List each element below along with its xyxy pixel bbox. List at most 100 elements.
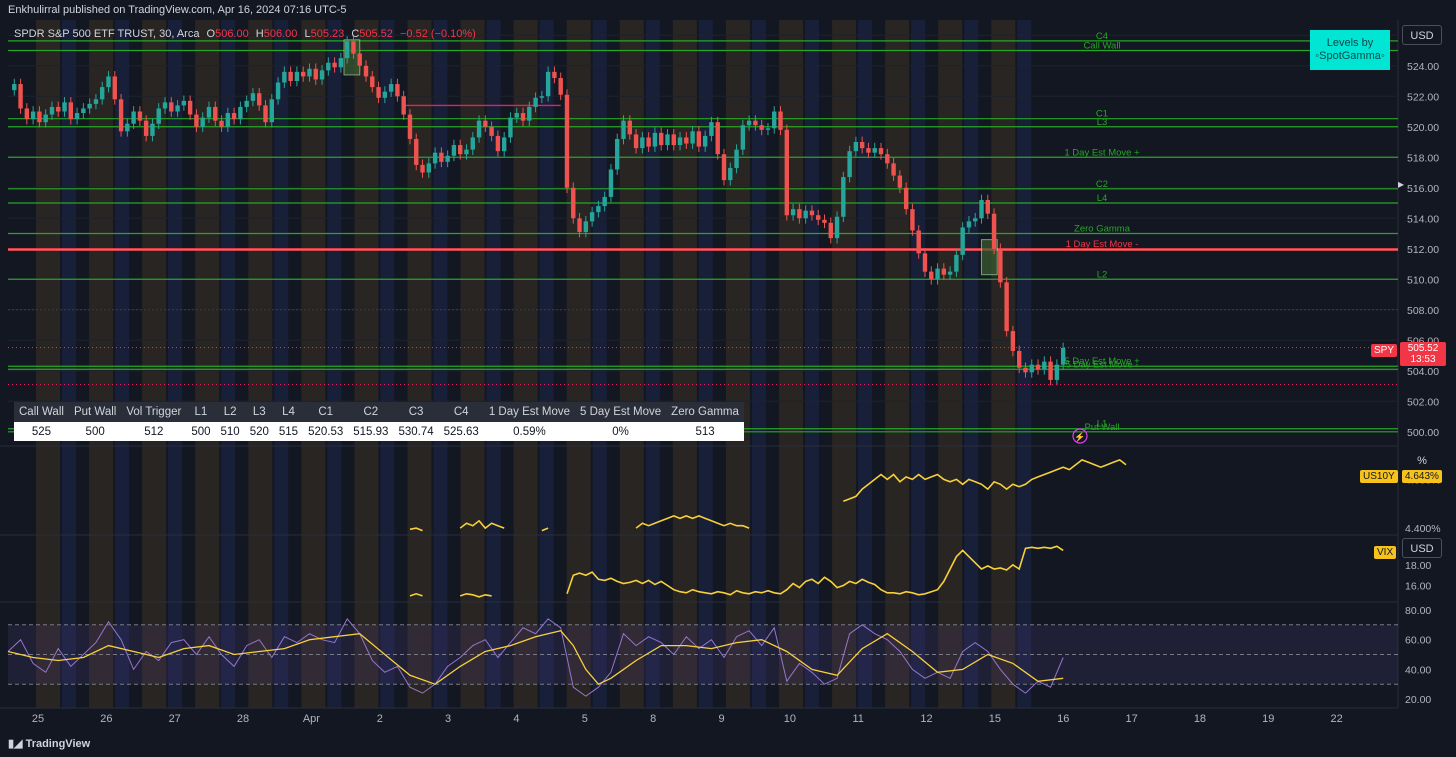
candle-body xyxy=(187,100,193,115)
candle-body xyxy=(213,106,218,121)
spotgamma-badge[interactable]: Levels by ◦SpotGamma◦ xyxy=(1310,30,1390,70)
table-header-cell: Call Wall xyxy=(14,402,69,422)
premarket-band xyxy=(1017,20,1032,708)
candle-body xyxy=(464,149,469,155)
publish-info: Enkhulirral published on TradingView.com… xyxy=(8,4,347,16)
level-label: L3 xyxy=(1097,117,1108,128)
time-axis-label: 4 xyxy=(513,713,519,725)
table-value-cell: 520.53 xyxy=(303,422,349,441)
candle-body xyxy=(143,120,149,136)
candle-body xyxy=(439,152,444,162)
level-label: C4 xyxy=(1096,31,1108,42)
table-header-cell: L4 xyxy=(273,402,304,422)
time-axis-label: 22 xyxy=(1331,713,1343,725)
candle-body xyxy=(137,111,143,121)
candle-body xyxy=(973,218,978,222)
candle-body xyxy=(929,271,934,280)
candle-body xyxy=(922,253,928,272)
candle-body xyxy=(514,113,519,118)
level-label: 5 Day Est Move + xyxy=(1064,356,1140,367)
session-band xyxy=(36,20,60,708)
candle-body xyxy=(690,131,695,144)
candle-body xyxy=(489,126,494,136)
candle-body xyxy=(822,219,827,223)
candle-body xyxy=(1016,350,1022,368)
candle-body xyxy=(1029,364,1034,373)
candle-body xyxy=(985,199,990,214)
price-axis-label: 504.00 xyxy=(1407,366,1439,378)
candle-body xyxy=(721,154,727,181)
candle-body xyxy=(677,137,683,146)
session-band xyxy=(991,20,1016,708)
candle-body xyxy=(24,108,30,120)
candle-body xyxy=(56,106,61,112)
candle-body xyxy=(420,164,425,173)
table-value-cell: 525.63 xyxy=(438,422,484,441)
candle-body xyxy=(545,71,551,97)
table-header-cell: C4 xyxy=(438,402,484,422)
price-axis-label: 524.00 xyxy=(1407,61,1439,73)
candle-body xyxy=(401,96,406,115)
premarket-band xyxy=(539,20,554,708)
candle-body xyxy=(495,135,501,152)
candle-body xyxy=(432,152,438,164)
candle-body xyxy=(753,120,758,126)
session-band xyxy=(195,20,220,708)
level-label: Put Wall xyxy=(1084,422,1119,433)
premarket-band xyxy=(274,20,289,708)
candle-body xyxy=(583,221,589,232)
candle-body xyxy=(225,113,231,127)
table-header-cell: Put Wall xyxy=(68,402,122,422)
candle-body xyxy=(872,148,877,153)
premarket-band xyxy=(645,20,660,708)
candle-body xyxy=(87,103,92,109)
candle-body xyxy=(269,99,274,123)
currency-button[interactable]: USD xyxy=(1402,25,1442,45)
candle-body xyxy=(445,155,450,162)
rsi-axis-label: 40.00 xyxy=(1405,664,1431,676)
candle-body xyxy=(621,120,626,139)
candle-body xyxy=(539,96,545,98)
candle-body xyxy=(746,120,752,126)
low-label: L xyxy=(304,28,311,40)
time-axis-label: 15 xyxy=(989,713,1001,725)
candle-body xyxy=(696,131,702,147)
candle-body xyxy=(257,93,262,106)
candle-body xyxy=(231,113,237,120)
candle-body xyxy=(797,209,802,219)
session-band xyxy=(779,20,804,708)
rsi-line xyxy=(7,618,1064,697)
level-label: C1 xyxy=(1096,109,1108,120)
percent-button[interactable]: % xyxy=(1402,451,1442,471)
badge-line1: Levels by xyxy=(1326,37,1374,49)
candle-body xyxy=(363,65,369,77)
vix-line xyxy=(566,545,1064,596)
time-axis-label: 16 xyxy=(1057,713,1069,725)
table-value-cell: 513 xyxy=(666,422,744,441)
candle-body xyxy=(414,138,419,165)
candle-body xyxy=(935,268,940,280)
candle-body xyxy=(156,108,161,124)
time-axis-label: 8 xyxy=(650,713,656,725)
candle-body xyxy=(571,187,576,219)
table-value-cell: 520 xyxy=(244,422,274,441)
level-label: 5 Day Est Move - xyxy=(1066,359,1139,370)
candle-body xyxy=(816,215,821,220)
symbol-line: SPDR S&P 500 ETF TRUST, 30, Arca O506.00… xyxy=(14,28,480,40)
us10y-line xyxy=(459,519,505,530)
vix-currency-button[interactable]: USD xyxy=(1402,538,1442,558)
candle-body xyxy=(1060,347,1066,365)
candle-body xyxy=(671,134,676,146)
candle-body xyxy=(853,142,859,152)
candle-body xyxy=(1010,331,1016,351)
time-axis-label: 26 xyxy=(100,713,112,725)
candle-body xyxy=(175,105,180,112)
vix-line xyxy=(459,592,492,598)
price-axis-label: 518.00 xyxy=(1407,152,1439,164)
tradingview-logo[interactable]: ▮◢ TradingView xyxy=(8,737,90,750)
close-value: 505.52 xyxy=(359,28,393,40)
premarket-band xyxy=(115,20,130,708)
candle-body xyxy=(728,167,733,181)
table-value-cell: 510 xyxy=(215,422,245,441)
